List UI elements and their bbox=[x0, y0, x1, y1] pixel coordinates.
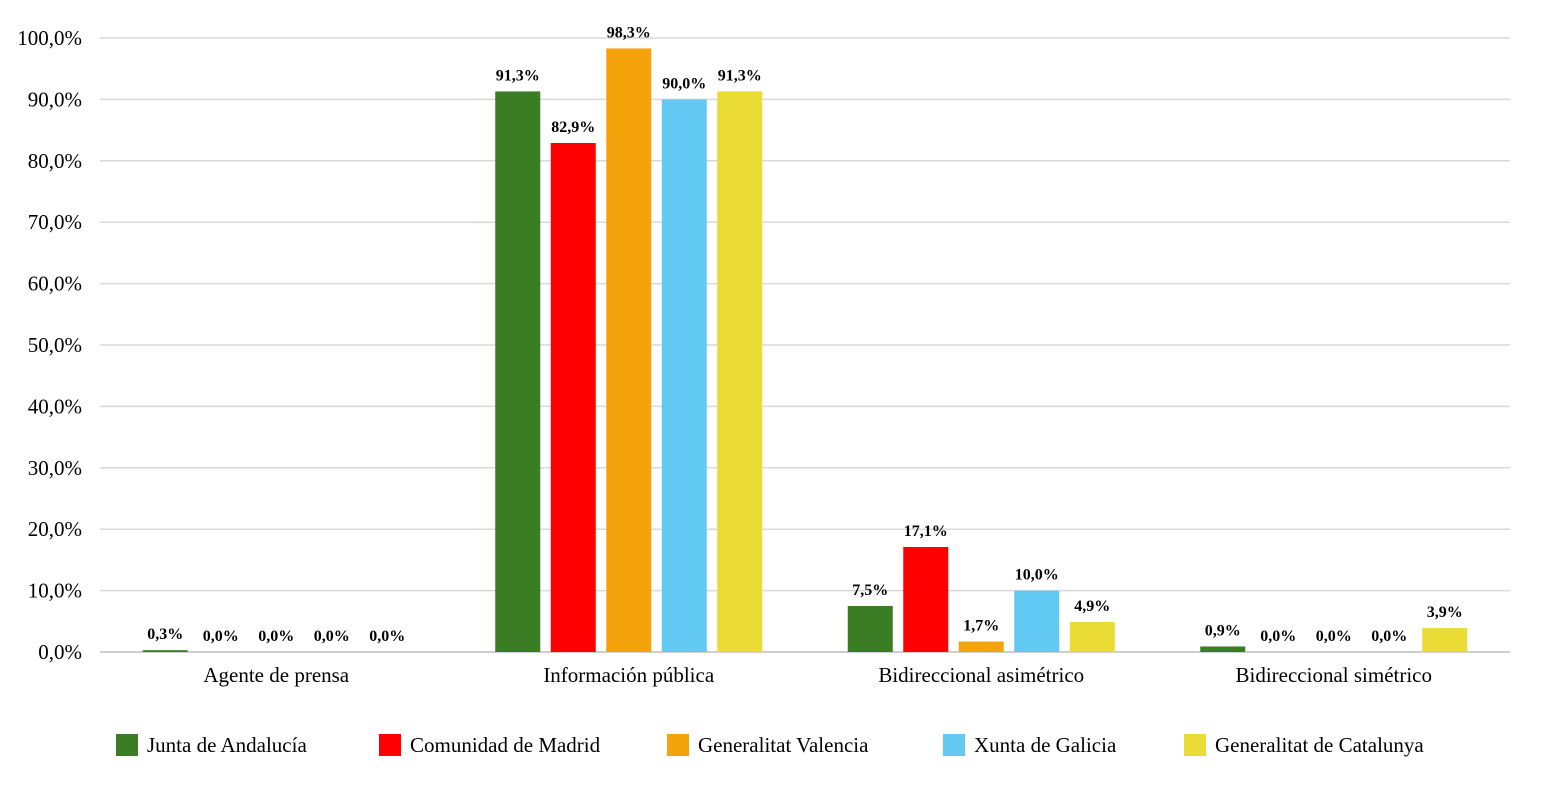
data-label: 0,3% bbox=[147, 626, 183, 643]
bar bbox=[958, 641, 1004, 652]
y-tick-label: 70,0% bbox=[28, 210, 82, 234]
legend-swatch bbox=[1184, 734, 1206, 756]
data-labels: 0,3% 0,0% 0,0% 0,0% 0,0% 91,3% 82,9% 98,3% 90,0%… bbox=[147, 24, 1463, 645]
data-label: 7,5% bbox=[852, 582, 888, 599]
legend-label: Generalitat Valencia bbox=[698, 733, 869, 757]
data-label: 0,0% bbox=[1316, 628, 1352, 645]
data-label: 0,0% bbox=[1371, 628, 1407, 645]
x-axis-category-labels: Agente de prensa Información pública Bidir… bbox=[203, 663, 1432, 687]
bars bbox=[142, 48, 1468, 653]
data-label: 0,0% bbox=[1260, 628, 1296, 645]
bar bbox=[1200, 646, 1246, 652]
legend-swatch bbox=[943, 734, 965, 756]
gridlines bbox=[100, 37, 1510, 653]
y-tick-label: 50,0% bbox=[28, 333, 82, 357]
legend: Junta de Andalucía Comunidad de Madrid Gen… bbox=[116, 733, 1424, 757]
legend-swatch bbox=[379, 734, 401, 756]
data-label: 1,7% bbox=[963, 618, 999, 635]
legend-label: Xunta de Galicia bbox=[974, 733, 1117, 757]
bar bbox=[903, 547, 949, 652]
y-tick-label: 40,0% bbox=[28, 394, 82, 418]
y-tick-label: 20,0% bbox=[28, 517, 82, 541]
bar bbox=[606, 48, 652, 653]
y-tick-label: 30,0% bbox=[28, 456, 82, 480]
legend-swatch bbox=[116, 734, 138, 756]
data-label: 91,3% bbox=[496, 67, 540, 84]
data-label: 17,1% bbox=[904, 523, 948, 540]
legend-label: Junta de Andalucía bbox=[147, 733, 307, 757]
data-label: 0,0% bbox=[369, 628, 405, 645]
x-category-label: Bidireccional simétrico bbox=[1235, 663, 1432, 687]
bar bbox=[661, 99, 707, 652]
bar bbox=[717, 91, 763, 653]
data-label: 82,9% bbox=[551, 119, 595, 136]
data-label: 10,0% bbox=[1015, 567, 1059, 584]
data-label: 91,3% bbox=[718, 67, 762, 84]
bar bbox=[1014, 590, 1060, 652]
bar bbox=[495, 91, 541, 653]
legend-label: Generalitat de Catalunya bbox=[1215, 733, 1424, 757]
bar bbox=[142, 650, 188, 652]
y-tick-label: 10,0% bbox=[28, 579, 82, 603]
y-tick-label: 80,0% bbox=[28, 149, 82, 173]
y-tick-label: 90,0% bbox=[28, 87, 82, 111]
data-label: 0,0% bbox=[258, 628, 294, 645]
data-label: 0,0% bbox=[203, 628, 239, 645]
bar bbox=[1069, 621, 1115, 652]
y-tick-label: 100,0% bbox=[17, 26, 82, 50]
legend-label: Comunidad de Madrid bbox=[410, 733, 601, 757]
data-label: 90,0% bbox=[662, 75, 706, 92]
bar bbox=[550, 142, 596, 652]
y-axis-tick-labels: 0,0% 10,0% 20,0% 30,0% 40,0% 50,0% 60,0% 70,0% 8… bbox=[17, 26, 82, 664]
data-label: 0,0% bbox=[314, 628, 350, 645]
legend-swatch bbox=[667, 734, 689, 756]
x-category-label: Bidireccional asimétrico bbox=[878, 663, 1084, 687]
x-category-label: Agente de prensa bbox=[203, 663, 349, 687]
bar bbox=[1422, 628, 1468, 652]
data-label: 4,9% bbox=[1074, 598, 1110, 615]
data-label: 3,9% bbox=[1427, 604, 1463, 621]
bar bbox=[847, 605, 893, 652]
y-tick-label: 60,0% bbox=[28, 272, 82, 296]
data-label: 98,3% bbox=[607, 24, 651, 41]
data-label: 0,9% bbox=[1205, 622, 1241, 639]
y-tick-label: 0,0% bbox=[38, 640, 82, 664]
x-category-label: Información pública bbox=[543, 663, 715, 687]
